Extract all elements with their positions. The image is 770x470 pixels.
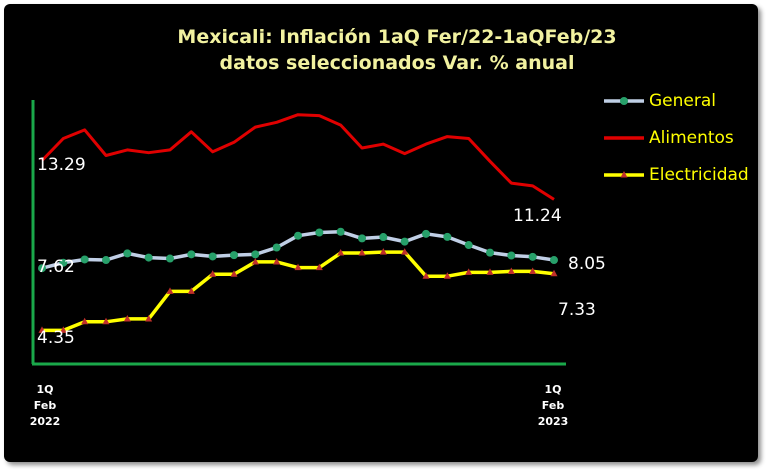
data-point-general bbox=[230, 251, 238, 260]
x-tick-end-line3: 2023 bbox=[537, 415, 569, 428]
data-point-electricidad bbox=[209, 270, 217, 277]
legend-marker bbox=[620, 97, 628, 105]
data-point-general bbox=[528, 252, 537, 261]
legend-item-general: General bbox=[602, 88, 762, 125]
data-point-electricidad bbox=[401, 248, 409, 255]
data-point-general bbox=[294, 231, 302, 240]
x-tick-start-line1: 1Q bbox=[36, 383, 54, 396]
data-label-general-start: 7.62 bbox=[37, 257, 75, 277]
legend-label-general: General bbox=[649, 91, 716, 111]
series-line-alimentos bbox=[40, 113, 555, 201]
data-point-general bbox=[400, 237, 409, 246]
x-tick-label-end: 1Q Feb 2023 bbox=[523, 382, 583, 430]
chart-title: Mexicali: Inflación 1aQ Fer/22-1aQFeb/23 bbox=[177, 26, 617, 48]
data-point-electricidad bbox=[81, 317, 89, 325]
data-point-electricidad bbox=[38, 326, 46, 333]
legend-marker bbox=[620, 171, 628, 178]
data-point-electricidad bbox=[145, 314, 153, 322]
legend-label-alimentos: Alimentos bbox=[649, 128, 734, 148]
data-point-general bbox=[358, 234, 366, 243]
data-point-electricidad bbox=[294, 263, 302, 271]
data-point-general bbox=[550, 256, 558, 265]
legend-item-alimentos: Alimentos bbox=[602, 125, 762, 162]
data-point-electricidad bbox=[59, 326, 67, 333]
x-tick-start-line2: Feb bbox=[33, 399, 57, 412]
data-point-general bbox=[208, 252, 217, 261]
data-point-electricidad bbox=[102, 317, 110, 325]
data-point-general bbox=[59, 258, 68, 267]
data-point-general bbox=[486, 248, 494, 257]
data-label-electricidad-end: 7.33 bbox=[558, 300, 596, 320]
data-point-electricidad bbox=[123, 314, 131, 322]
data-point-electricidad bbox=[337, 249, 345, 256]
data-point-electricidad bbox=[507, 267, 515, 274]
legend-item-electricidad: Electricidad bbox=[602, 162, 762, 199]
x-tick-end-line1: 1Q bbox=[544, 383, 562, 396]
chart-background bbox=[4, 4, 758, 462]
data-point-electricidad bbox=[443, 272, 451, 279]
data-point-general bbox=[336, 227, 345, 236]
data-label-general-end: 8.05 bbox=[568, 254, 606, 274]
data-point-electricidad bbox=[251, 257, 259, 265]
data-point-general bbox=[102, 256, 110, 265]
legend-swatch-alimentos bbox=[604, 136, 644, 140]
data-point-general bbox=[464, 241, 473, 250]
data-point-electricidad bbox=[166, 287, 174, 294]
data-point-general bbox=[379, 233, 388, 242]
series-alimentos bbox=[40, 113, 555, 201]
data-point-general bbox=[422, 229, 430, 238]
legend-label-electricidad: Electricidad bbox=[649, 165, 749, 185]
data-point-general bbox=[272, 243, 281, 252]
data-point-general bbox=[187, 250, 196, 259]
chart-subtitle: datos seleccionados Var. % anual bbox=[219, 52, 575, 74]
data-point-electricidad bbox=[422, 272, 430, 279]
series-general bbox=[38, 227, 558, 273]
data-point-general bbox=[123, 249, 132, 258]
data-label-alimentos-start: 13.29 bbox=[37, 155, 86, 175]
data-point-electricidad bbox=[315, 263, 323, 271]
data-point-electricidad bbox=[273, 257, 281, 265]
data-point-electricidad bbox=[230, 270, 238, 277]
data-point-electricidad bbox=[358, 249, 366, 256]
x-tick-label-start: 1Q Feb 2022 bbox=[15, 382, 75, 430]
data-point-general bbox=[144, 253, 153, 262]
data-point-general bbox=[443, 232, 452, 241]
chart-legend: General Alimentos Electricidad bbox=[602, 88, 762, 199]
data-label-electricidad-start: 4.35 bbox=[37, 328, 75, 348]
series-electricidad bbox=[38, 248, 558, 333]
legend-swatch-electricidad bbox=[604, 171, 644, 178]
data-point-general bbox=[315, 228, 324, 237]
data-point-electricidad bbox=[486, 268, 494, 275]
data-point-electricidad bbox=[465, 268, 473, 275]
data-point-electricidad bbox=[187, 287, 195, 294]
data-label-alimentos-end: 11.24 bbox=[513, 206, 562, 226]
data-point-general bbox=[507, 251, 516, 260]
data-point-electricidad bbox=[529, 267, 537, 274]
legend-swatch-general bbox=[604, 97, 644, 105]
data-point-general bbox=[80, 255, 89, 264]
data-point-electricidad bbox=[550, 269, 558, 277]
data-point-general bbox=[166, 254, 174, 263]
data-point-general bbox=[38, 264, 46, 273]
x-tick-start-line3: 2022 bbox=[29, 415, 61, 428]
data-point-general bbox=[251, 250, 260, 259]
x-tick-end-line2: Feb bbox=[541, 399, 565, 412]
data-point-electricidad bbox=[379, 248, 387, 255]
